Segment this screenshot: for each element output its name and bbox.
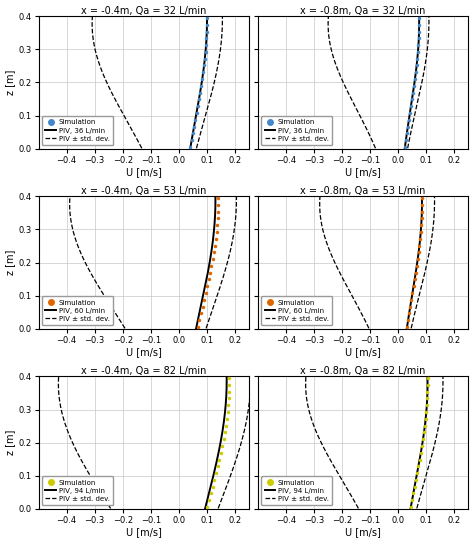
Legend: Simulation, PIV, 94 L/min, PIV ± std. dev.: Simulation, PIV, 94 L/min, PIV ± std. de… (261, 476, 332, 505)
Legend: Simulation, PIV, 36 L/min, PIV ± std. dev.: Simulation, PIV, 36 L/min, PIV ± std. de… (261, 116, 332, 145)
X-axis label: U [m/s]: U [m/s] (126, 527, 162, 538)
Legend: Simulation, PIV, 36 L/min, PIV ± std. dev.: Simulation, PIV, 36 L/min, PIV ± std. de… (42, 116, 113, 145)
Title: x = -0.8m, Qa = 53 L/min: x = -0.8m, Qa = 53 L/min (301, 186, 426, 195)
Title: x = -0.8m, Qa = 82 L/min: x = -0.8m, Qa = 82 L/min (301, 365, 426, 376)
X-axis label: U [m/s]: U [m/s] (126, 167, 162, 178)
X-axis label: U [m/s]: U [m/s] (345, 527, 381, 538)
Title: x = -0.8m, Qa = 32 L/min: x = -0.8m, Qa = 32 L/min (301, 5, 426, 16)
Y-axis label: z [m]: z [m] (6, 430, 16, 455)
X-axis label: U [m/s]: U [m/s] (126, 348, 162, 357)
Y-axis label: z [m]: z [m] (6, 250, 16, 275)
X-axis label: U [m/s]: U [m/s] (345, 167, 381, 178)
Title: x = -0.4m, Qa = 53 L/min: x = -0.4m, Qa = 53 L/min (81, 186, 207, 195)
Legend: Simulation, PIV, 94 L/min, PIV ± std. dev.: Simulation, PIV, 94 L/min, PIV ± std. de… (42, 476, 113, 505)
Title: x = -0.4m, Qa = 32 L/min: x = -0.4m, Qa = 32 L/min (81, 5, 207, 16)
Legend: Simulation, PIV, 60 L/min, PIV ± std. dev.: Simulation, PIV, 60 L/min, PIV ± std. de… (261, 296, 332, 325)
X-axis label: U [m/s]: U [m/s] (345, 348, 381, 357)
Y-axis label: z [m]: z [m] (6, 70, 16, 95)
Title: x = -0.4m, Qa = 82 L/min: x = -0.4m, Qa = 82 L/min (81, 365, 207, 376)
Legend: Simulation, PIV, 60 L/min, PIV ± std. dev.: Simulation, PIV, 60 L/min, PIV ± std. de… (42, 296, 113, 325)
